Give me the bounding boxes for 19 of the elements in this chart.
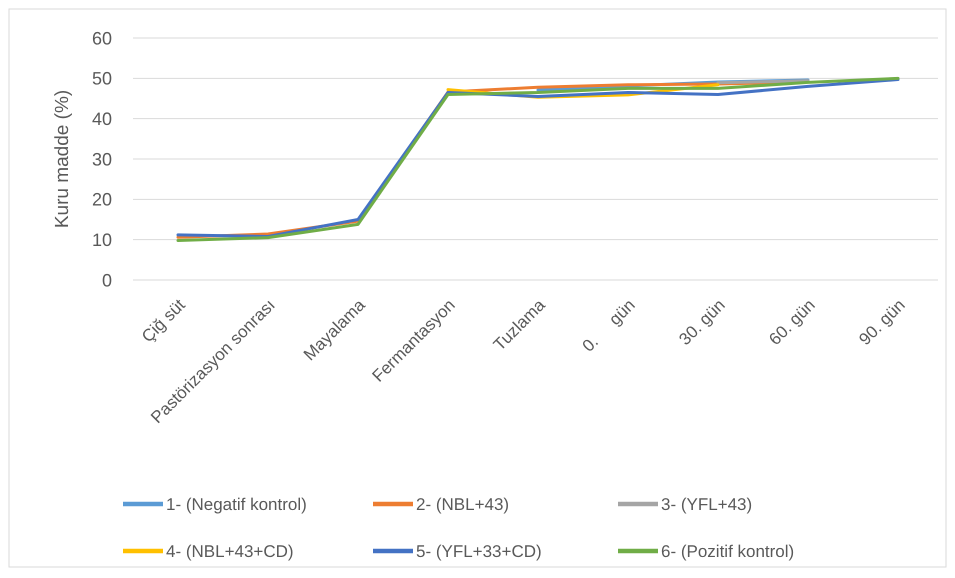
legend-label: 6- (Pozitif kontrol)	[661, 542, 794, 561]
legend-label: 5- (YFL+33+CD)	[416, 542, 542, 561]
y-tick-label: 60	[92, 28, 112, 48]
y-tick-label: 10	[92, 230, 112, 250]
y-tick-label: 0	[102, 270, 112, 290]
y-axis-title: Kuru madde (%)	[52, 90, 73, 228]
legend-label: 1- (Negatif kontrol)	[166, 494, 307, 514]
x-tick-label: 60. gün	[765, 295, 819, 349]
y-tick-label: 40	[92, 108, 112, 129]
x-tick-label: Çiğ süt	[138, 295, 190, 346]
x-tick-label: 30. gün	[675, 295, 729, 349]
legend-label: 2- (NBL+43)	[416, 494, 510, 514]
legend-label: 3- (YFL+43)	[661, 494, 752, 514]
x-tick-label: 0. gün	[578, 295, 639, 356]
y-tick-label: 50	[92, 68, 112, 89]
legend-label: 4- (NBL+43+CD)	[166, 542, 294, 561]
x-tick-label: 90. gün	[855, 295, 909, 349]
y-tick-label: 20	[92, 190, 112, 210]
y-tick-label: 30	[92, 149, 112, 170]
